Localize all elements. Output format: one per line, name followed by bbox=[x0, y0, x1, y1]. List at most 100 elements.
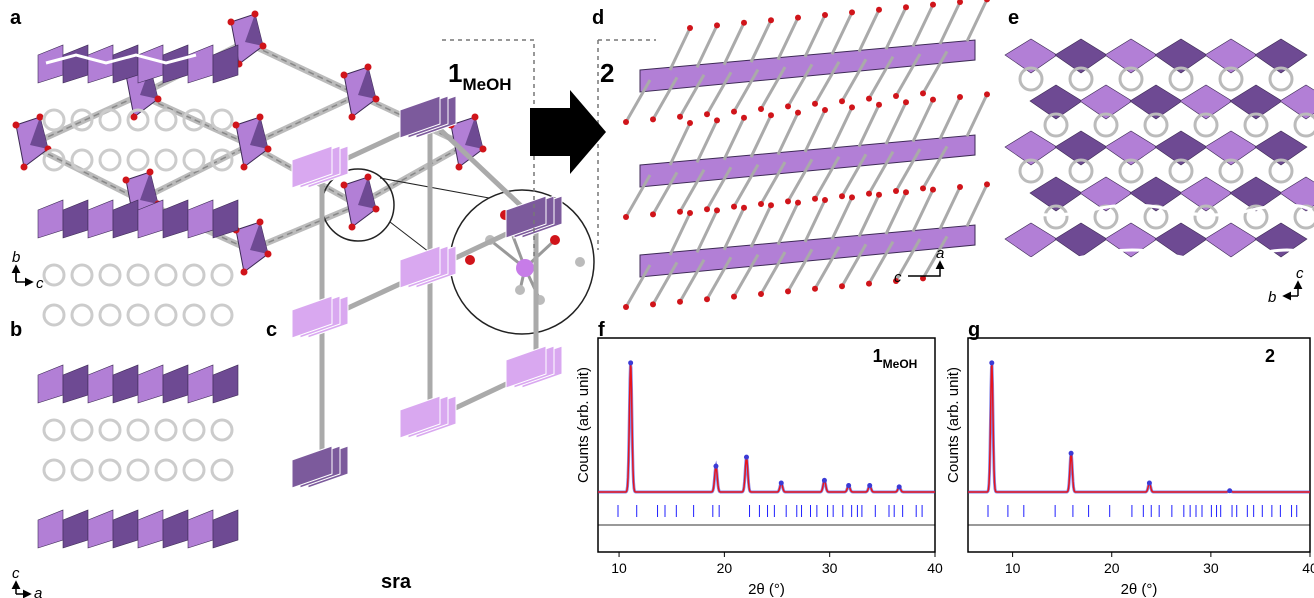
compound-label: 2 bbox=[600, 58, 614, 88]
ring bbox=[182, 458, 206, 482]
linker bbox=[938, 186, 962, 230]
polyhedron bbox=[1254, 130, 1308, 166]
linker bbox=[759, 161, 787, 205]
ring bbox=[1068, 158, 1094, 184]
linker bbox=[244, 41, 359, 96]
sbu bbox=[291, 145, 333, 189]
metal bbox=[516, 259, 534, 277]
ring bbox=[1068, 66, 1094, 92]
linker bbox=[921, 145, 949, 190]
arrow bbox=[530, 90, 606, 174]
ring bbox=[154, 458, 178, 482]
polyhedron bbox=[1279, 84, 1314, 120]
y-axis-label: Counts (arb. unit) bbox=[575, 367, 592, 483]
ring bbox=[182, 108, 206, 132]
panel-label: g bbox=[968, 319, 980, 341]
ring bbox=[98, 148, 122, 172]
oxygen bbox=[795, 199, 801, 206]
ring bbox=[1218, 66, 1244, 92]
oxygen bbox=[812, 195, 818, 202]
plot-frame bbox=[597, 337, 936, 553]
polyhedron bbox=[37, 509, 64, 549]
linker bbox=[894, 238, 922, 282]
compound-main: 1 bbox=[448, 58, 462, 88]
zoom-line bbox=[379, 177, 501, 201]
linker bbox=[624, 174, 652, 218]
oxygen bbox=[768, 202, 774, 209]
linker bbox=[857, 104, 881, 148]
oxygen bbox=[623, 214, 629, 220]
y-axis-label: Counts (arb. unit) bbox=[945, 367, 962, 483]
x-axis-label: 2θ (°) bbox=[1121, 581, 1158, 598]
polyhedron bbox=[137, 509, 164, 549]
linker bbox=[867, 55, 895, 100]
oxygen bbox=[348, 223, 356, 231]
linker bbox=[921, 235, 949, 280]
linker bbox=[705, 166, 733, 210]
oxygen bbox=[893, 188, 899, 194]
axis-letter: b bbox=[12, 249, 20, 266]
oxygen bbox=[677, 298, 683, 305]
linker bbox=[732, 163, 760, 208]
oxygen bbox=[785, 288, 791, 295]
guide bbox=[1011, 203, 1313, 262]
linker bbox=[965, 183, 989, 228]
ring bbox=[210, 263, 234, 287]
ring bbox=[182, 263, 206, 287]
x-axis-label: 2θ (°) bbox=[748, 581, 785, 598]
oxygen bbox=[251, 10, 259, 18]
oxygen bbox=[812, 100, 818, 107]
ring bbox=[154, 263, 178, 287]
polyhedron bbox=[112, 364, 139, 404]
oxygen bbox=[822, 107, 828, 113]
tag-main: 2 bbox=[1265, 346, 1275, 366]
ring bbox=[154, 303, 178, 327]
oxygen bbox=[839, 98, 845, 105]
oxygen bbox=[340, 181, 348, 189]
linker bbox=[911, 188, 935, 233]
x-tick-label: 20 bbox=[717, 560, 733, 576]
linker bbox=[776, 16, 800, 61]
linker bbox=[759, 251, 787, 295]
linker bbox=[803, 199, 827, 243]
x-tick-label: 40 bbox=[927, 560, 943, 576]
plot-frame bbox=[967, 337, 1311, 553]
oxygen bbox=[903, 189, 909, 196]
linker bbox=[803, 109, 827, 153]
oxygen bbox=[785, 198, 791, 205]
layer bbox=[639, 134, 976, 188]
linker bbox=[776, 201, 800, 246]
linker bbox=[357, 144, 466, 206]
polyhedron bbox=[1254, 38, 1308, 74]
peak-marker bbox=[1146, 480, 1152, 486]
oxygen bbox=[232, 121, 240, 129]
sbu bbox=[505, 345, 547, 389]
panel-label: f bbox=[598, 319, 605, 341]
oxygen bbox=[256, 113, 264, 121]
polyhedron bbox=[62, 509, 89, 549]
peak-marker bbox=[628, 360, 634, 366]
oxygen bbox=[768, 112, 774, 119]
oxygen bbox=[364, 173, 372, 181]
polyhedron bbox=[212, 199, 239, 239]
layer bbox=[639, 39, 976, 93]
oxygen bbox=[758, 291, 764, 297]
linker bbox=[668, 27, 692, 71]
linker bbox=[668, 212, 692, 256]
panel-label: e bbox=[1008, 7, 1019, 29]
ring bbox=[126, 263, 150, 287]
oxygen bbox=[704, 111, 710, 118]
ring bbox=[70, 263, 94, 287]
oxygen bbox=[20, 163, 28, 171]
oxygen bbox=[839, 283, 845, 290]
compound-sub: MeOH bbox=[462, 75, 511, 94]
polyhedron bbox=[87, 509, 114, 549]
linker bbox=[857, 9, 881, 53]
x-tick-label: 40 bbox=[1302, 560, 1314, 576]
ring bbox=[1118, 158, 1144, 184]
oxygen bbox=[146, 168, 154, 176]
peak-marker bbox=[821, 477, 827, 483]
oxygen bbox=[650, 116, 656, 123]
oxygen bbox=[795, 14, 801, 21]
